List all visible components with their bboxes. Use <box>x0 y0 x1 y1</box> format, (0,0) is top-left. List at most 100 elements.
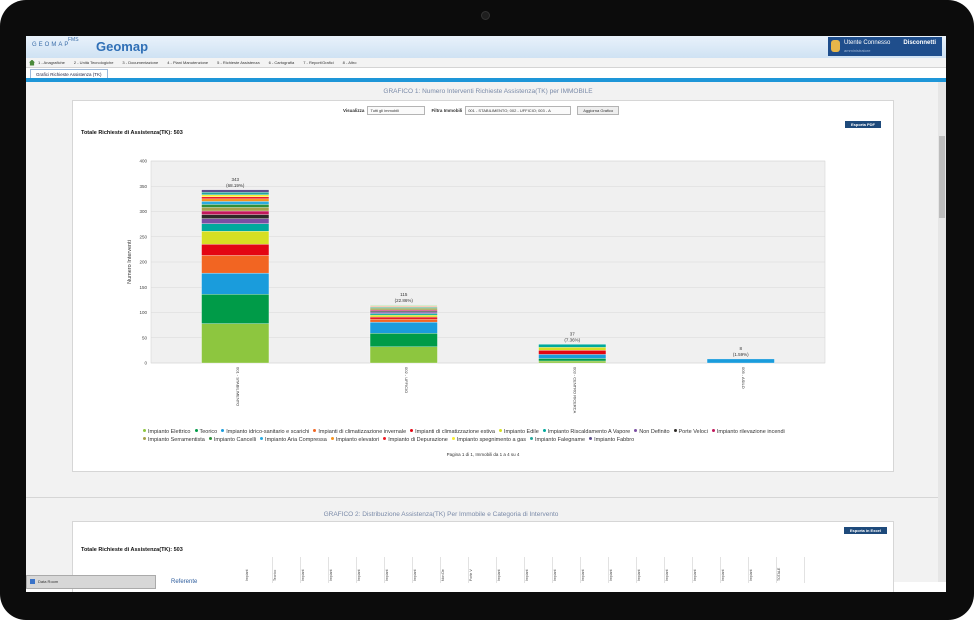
menu-item-anagrafiche[interactable]: 1 - Anagrafiche <box>38 60 65 65</box>
table-column-header: Impiant <box>721 557 749 583</box>
logo: GEOMAP <box>32 42 71 48</box>
bar-segment <box>201 218 270 224</box>
legend-item[interactable]: Impianto di Depurazione <box>383 436 448 445</box>
bar-segment <box>201 244 270 256</box>
y-tick-label: 200 <box>139 260 147 265</box>
bar-segment <box>201 204 270 208</box>
bar-percent-label: (1.59%) <box>733 352 749 357</box>
bar-segment <box>369 333 438 347</box>
y-tick-label: 250 <box>139 234 147 239</box>
bar-segment <box>369 309 438 312</box>
legend-item[interactable]: Impianto Cancelli <box>208 436 256 445</box>
menu-item-richieste-assistenza[interactable]: 5 - Richieste Assistenza <box>217 60 260 65</box>
legend-item[interactable]: Porte Veloci <box>673 429 708 437</box>
bar-segment <box>369 318 438 323</box>
legend-label: Impianto Fabbro <box>594 436 635 443</box>
legend-swatch <box>330 436 334 440</box>
legend-item[interactable]: Impianto spegnimento a gas <box>451 436 526 445</box>
bar-segment <box>201 196 270 200</box>
x-tick-label: 001 - STABILIMENTO <box>235 367 240 406</box>
y-tick-label: 300 <box>139 209 147 214</box>
legend-item[interactable]: Impianto Elettrico <box>143 429 191 437</box>
legend-swatch <box>143 429 146 432</box>
scrollbar-thumb[interactable] <box>939 136 945 218</box>
user-sub: amministratore <box>844 48 871 53</box>
bar-segment <box>538 360 607 364</box>
table-column-header: Porte V <box>469 557 497 583</box>
bar-segment <box>201 214 270 219</box>
home-icon[interactable] <box>29 59 35 66</box>
bar-percent-label: (22.86%) <box>395 298 414 303</box>
bar-segment <box>538 354 607 359</box>
export-excel-button[interactable]: Esporta in Excel <box>843 527 887 534</box>
chart1-total: Totale Richieste di Assistenza(TK): 503 <box>81 130 183 136</box>
update-chart-button[interactable]: Aggiorna Grafico <box>577 105 620 115</box>
legend-item[interactable]: Teorico <box>194 429 217 437</box>
table-column-header: Impiant <box>581 557 609 583</box>
bar-segment <box>369 307 438 309</box>
legend-item[interactable]: Impianto rilevazione incendi <box>711 429 785 437</box>
legend-item[interactable]: Impianto Serramentista <box>143 436 205 445</box>
legend-swatch <box>143 436 146 440</box>
legend-label: Impianto Aria Compressa <box>265 436 327 443</box>
camera-dot <box>481 11 490 20</box>
tab-grafici-richieste[interactable]: Grafici Richieste Assistenza (TK) <box>30 69 108 79</box>
legend-swatch <box>634 429 638 432</box>
legend-item[interactable]: Impianto Aria Compressa <box>260 436 327 445</box>
bar-segment <box>201 255 270 274</box>
bar-segment <box>369 313 438 316</box>
table-column-header: Impiant <box>301 557 329 583</box>
legend-item[interactable]: Impianto Riscaldamento A Vapore <box>542 429 630 437</box>
y-tick-label: 150 <box>139 285 147 290</box>
bar-segment <box>201 192 270 195</box>
export-pdf-button[interactable]: Esporta PDF <box>844 121 881 128</box>
logout-button[interactable]: Disconnetti <box>903 40 936 46</box>
bar-segment <box>201 207 270 212</box>
tab-bar: Grafici Richieste Assistenza (TK) <box>26 68 946 79</box>
taskbar-item[interactable]: Data Room <box>26 575 156 589</box>
bar-segment <box>201 189 270 193</box>
menu-item-documentazione[interactable]: 3 - Documentazione <box>122 60 159 65</box>
filter-view-select[interactable]: Tutti gli immobili <box>367 105 426 115</box>
filter-building-select[interactable]: 001 - STABILIMENTO; 002 - UFFICIO; 003 -… <box>465 105 572 115</box>
filter-building-label: Filtra Immobili <box>431 107 463 113</box>
vertical-scrollbar[interactable] <box>938 82 946 582</box>
table-column-header: Impiant <box>357 557 385 583</box>
legend-item[interactable]: Impianto Edile <box>498 429 539 437</box>
legend-label: Impianto idrico-sanitario e scarichi <box>226 429 310 435</box>
legend-label: Porte Veloci <box>678 429 708 435</box>
legend-item[interactable]: Impianti di climatizzazione estiva <box>410 429 495 437</box>
menu-item-cartografia[interactable]: 6 - Cartografia <box>268 60 295 65</box>
menu-item-altro[interactable]: 8 - Altro <box>342 60 357 65</box>
chart1-title: GRAFICO 1: Numero Interventi Richieste A… <box>383 88 593 95</box>
y-axis-label: Numero Interventi <box>127 240 133 284</box>
table-column-header: Impiant <box>525 557 553 583</box>
legend-swatch <box>194 429 198 432</box>
legend-item[interactable]: Impianto Fabbro <box>589 436 635 445</box>
legend-swatch <box>208 436 212 440</box>
table-column-header: Impiant <box>637 557 665 583</box>
bar-segment <box>201 272 270 295</box>
menu-item-unita-tecnologiche[interactable]: 2 - Unità Tecnologiche <box>73 60 114 65</box>
legend-item[interactable]: Non Definito <box>634 429 670 437</box>
bar-total-label: 37 <box>570 331 576 336</box>
legend-swatch <box>260 436 264 440</box>
bar-segment <box>369 321 438 334</box>
legend-swatch <box>673 429 677 432</box>
browser-screen: GEOMAP FMS Geomap Utente Connesso ammini… <box>26 36 946 592</box>
legend-label: Impianto Serramentista <box>148 436 205 443</box>
bar-segment <box>706 358 775 364</box>
legend-item[interactable]: Impianti di climatizzazione invernale <box>313 429 406 437</box>
menu-item-piani-manutenzione[interactable]: 4 - Piani Manutenzione <box>167 60 209 65</box>
bar-segment <box>201 198 270 202</box>
bar-segment <box>369 316 438 320</box>
bar-segment <box>538 347 607 351</box>
legend-item[interactable]: Impianto elevatori <box>330 436 379 445</box>
filter-view-label: Visualizza <box>343 107 365 113</box>
legend-item[interactable]: Impianto idrico-sanitario e scarichi <box>221 429 309 437</box>
table-column-header: Impiant <box>609 557 637 583</box>
menu-item-report-grafici[interactable]: 7 - Report/Grafici <box>303 60 334 65</box>
legend-item[interactable]: Impianto Falegname <box>529 436 585 445</box>
bar-segment <box>201 231 270 245</box>
bar-segment <box>538 350 607 355</box>
